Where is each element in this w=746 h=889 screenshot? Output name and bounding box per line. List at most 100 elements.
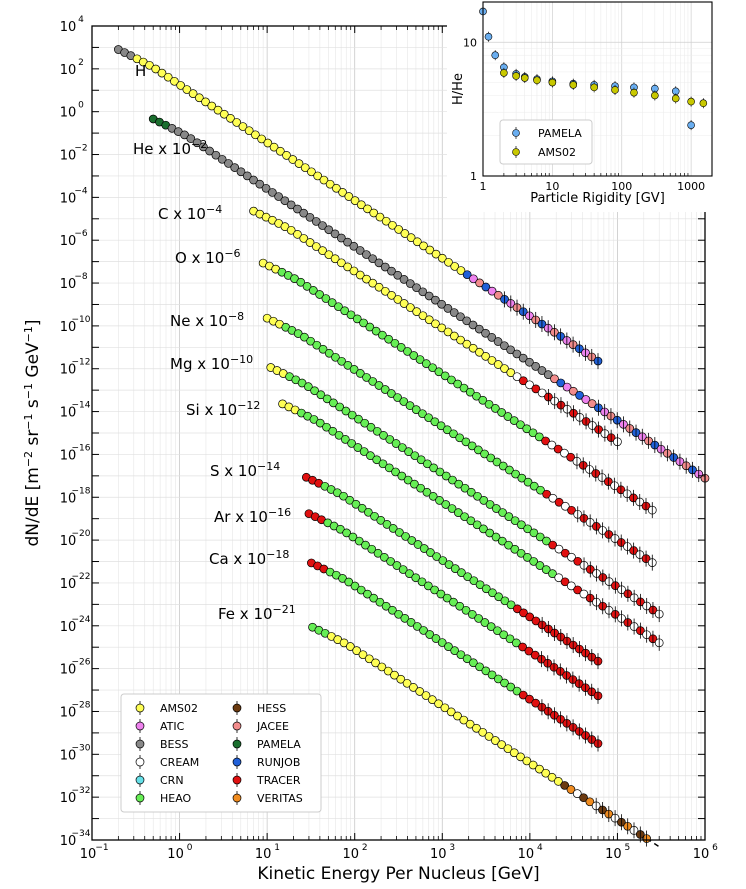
data-point — [566, 452, 576, 462]
data-point — [322, 422, 331, 432]
data-point — [457, 568, 466, 577]
data-point — [419, 544, 429, 553]
data-point — [400, 229, 410, 238]
data-point — [405, 401, 415, 410]
data-point — [399, 397, 409, 406]
y-tick-label: 10 — [60, 577, 77, 592]
data-point — [509, 748, 519, 758]
data-point — [286, 200, 296, 210]
data-point — [348, 532, 358, 542]
data-point — [498, 461, 508, 471]
data-point — [411, 405, 421, 414]
x-tick-exponent: 1 — [274, 843, 280, 853]
data-point — [365, 322, 375, 332]
data-point — [481, 352, 491, 361]
y-tick-label: 10 — [60, 234, 77, 249]
data-point — [535, 561, 545, 570]
data-point — [512, 686, 522, 696]
data-point — [364, 507, 373, 517]
data-point — [286, 225, 296, 235]
data-point — [480, 618, 490, 627]
data-point — [397, 443, 407, 452]
legend-label: BESS — [160, 738, 188, 751]
data-point — [415, 687, 425, 696]
data-point — [547, 772, 557, 782]
data-point — [442, 593, 452, 603]
data-point — [380, 286, 390, 296]
data-point — [410, 451, 420, 461]
data-point — [523, 553, 532, 562]
x-tick-exponent: 5 — [625, 843, 631, 853]
data-point — [405, 279, 415, 288]
data-point — [308, 286, 318, 295]
data-point — [356, 200, 366, 210]
data-point — [560, 781, 570, 790]
data-point — [395, 528, 404, 537]
data-point — [467, 610, 477, 619]
data-point — [461, 605, 471, 615]
y-tick-label: 10 — [60, 406, 77, 421]
data-point — [530, 650, 540, 660]
data-point — [305, 238, 315, 247]
data-point — [432, 552, 441, 561]
data-point — [437, 323, 447, 333]
data-point — [367, 544, 377, 554]
data-point — [541, 565, 551, 574]
data-point — [170, 76, 179, 86]
data-point — [346, 642, 355, 651]
data-point — [547, 440, 557, 450]
data-point — [548, 569, 557, 579]
data-point — [522, 424, 532, 434]
data-point — [380, 262, 390, 272]
data-point — [242, 171, 252, 181]
data-point — [442, 425, 452, 435]
data-point — [449, 429, 458, 439]
data-point — [370, 511, 379, 521]
x-tick-exponent: 0 — [187, 843, 193, 853]
data-point — [543, 370, 553, 380]
data-point — [387, 389, 396, 398]
data-point — [194, 93, 204, 103]
legend-label: HESS — [257, 702, 286, 715]
data-point — [500, 364, 509, 373]
data-point — [463, 572, 473, 582]
data-point — [379, 552, 389, 562]
data-point — [500, 596, 510, 606]
data-point — [473, 491, 482, 501]
data-point — [554, 497, 564, 507]
data-point — [459, 715, 469, 725]
data-point — [296, 277, 306, 287]
data-point — [450, 646, 460, 656]
data-point — [462, 339, 472, 349]
data-point — [321, 294, 331, 303]
data-point — [448, 475, 457, 485]
data-point — [157, 68, 167, 78]
data-point — [347, 439, 356, 448]
data-point — [469, 274, 478, 284]
data-point — [391, 467, 400, 477]
data-point — [572, 789, 582, 798]
data-point — [387, 291, 396, 300]
x-tick-exponent: 6 — [712, 843, 718, 853]
data-point — [468, 343, 478, 353]
data-point — [529, 528, 539, 538]
data-point — [454, 479, 464, 489]
data-point — [324, 348, 334, 358]
data-point — [456, 650, 466, 660]
data-point — [474, 614, 483, 623]
data-point — [411, 573, 421, 583]
data-point — [409, 351, 419, 360]
data-point — [280, 196, 290, 206]
data-point — [340, 306, 350, 316]
data-point — [211, 150, 221, 160]
data-point — [581, 395, 591, 404]
data-point — [566, 581, 576, 591]
data-point — [375, 212, 385, 222]
data-point — [344, 577, 354, 587]
data-point — [343, 262, 353, 272]
data-point — [384, 334, 394, 344]
data-point — [219, 109, 229, 119]
data-point — [362, 274, 371, 284]
data-point — [393, 295, 403, 304]
